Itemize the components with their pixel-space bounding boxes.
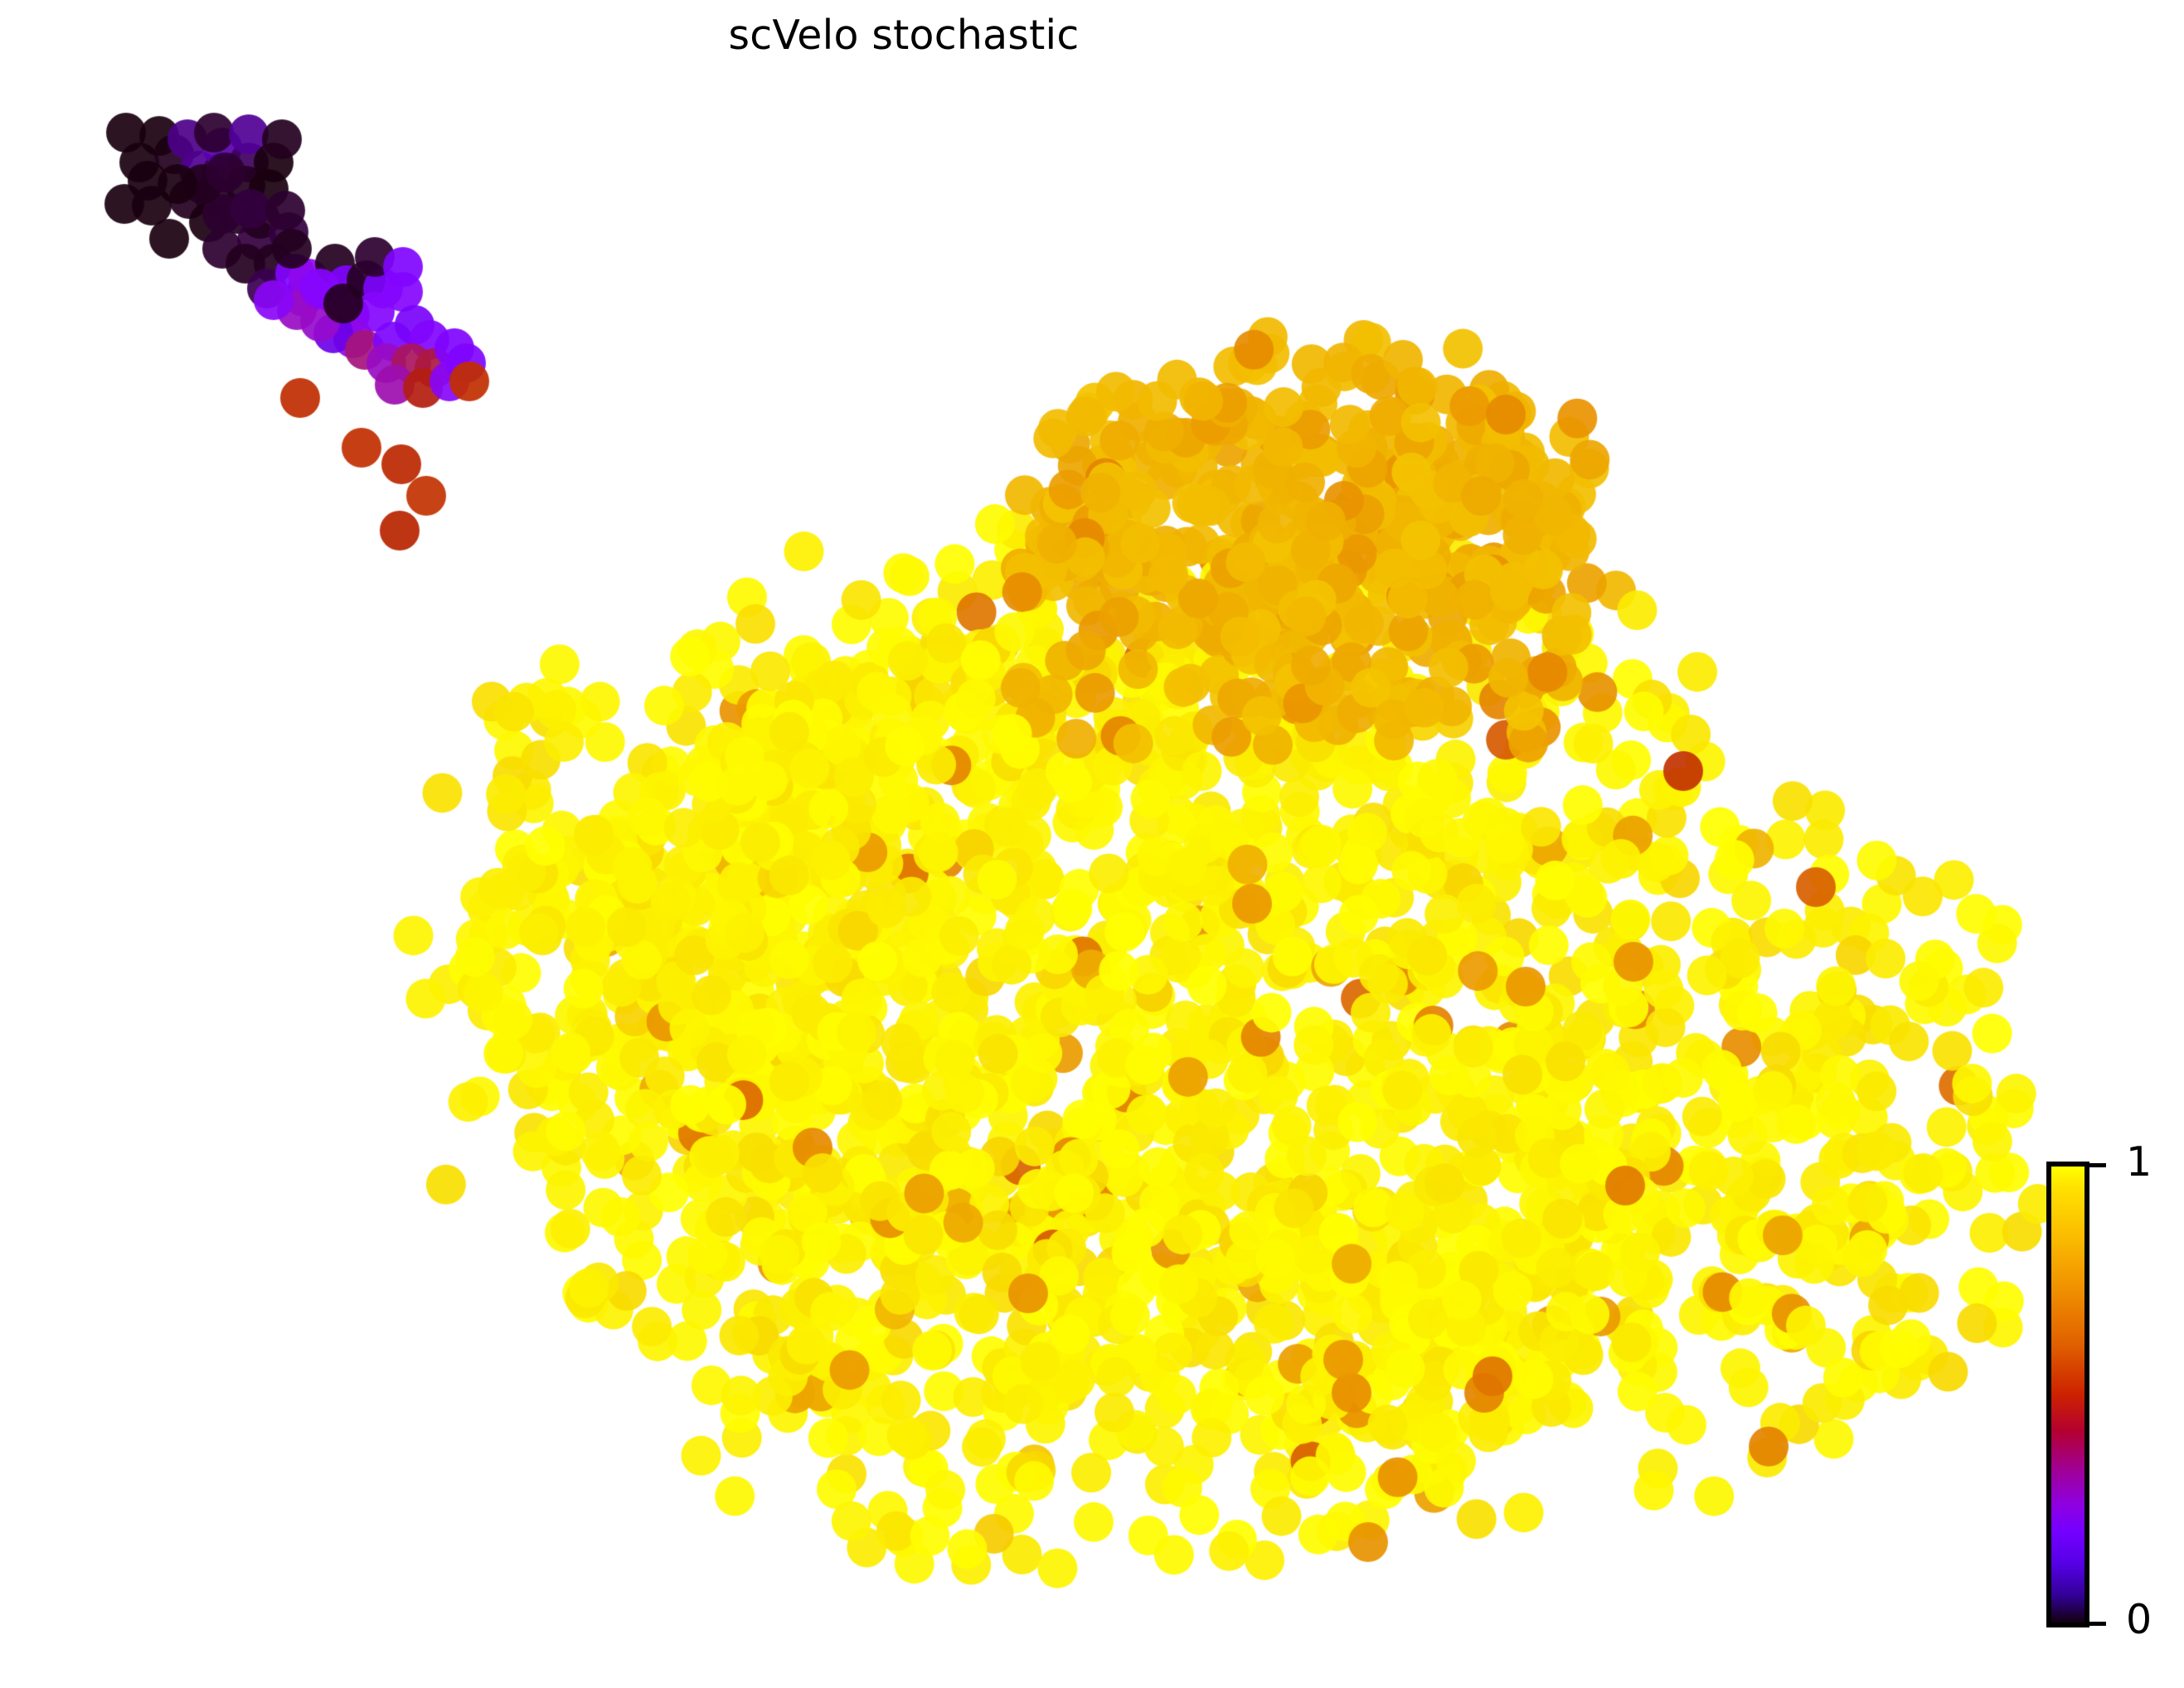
colorbar-gradient (2046, 1162, 2089, 1627)
colorbar: 1 0 (2046, 1142, 2184, 1640)
colorbar-tick-min (2085, 1622, 2106, 1626)
colorbar-min-label: 0 (2126, 1596, 2152, 1643)
colorbar-max-label: 1 (2126, 1138, 2152, 1186)
colorbar-tick-max (2085, 1163, 2106, 1167)
